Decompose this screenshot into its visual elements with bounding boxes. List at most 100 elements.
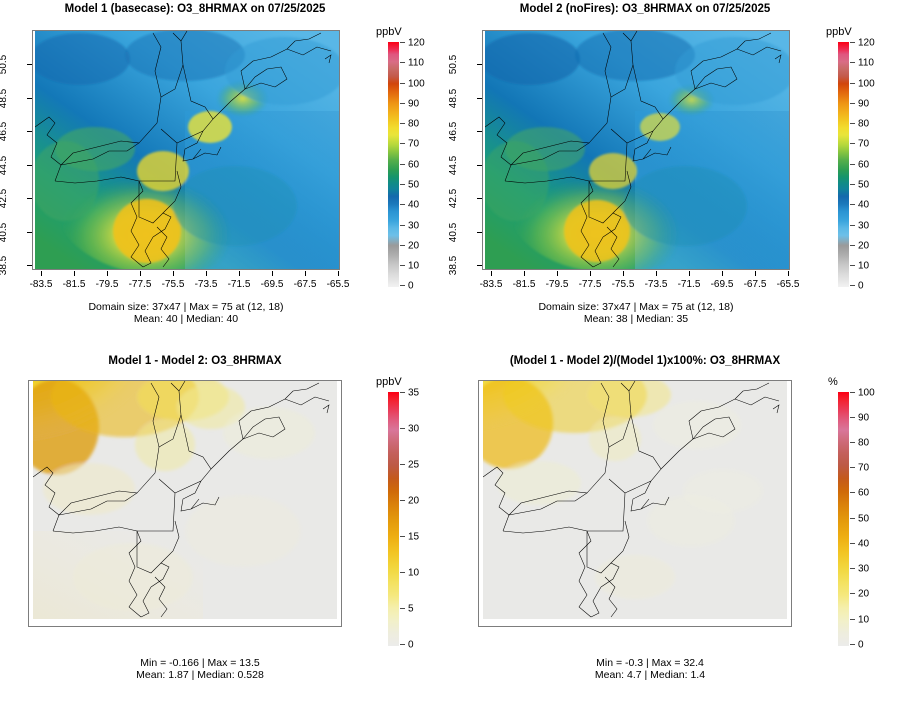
x-tick-label: -71.5 [677, 279, 701, 290]
colorbar-tick-label: 60 [858, 159, 870, 171]
colorbar-tick-label: 0 [408, 280, 414, 292]
panel-caption-line1: Domain size: 37x47 | Max = 75 at (12, 18… [88, 301, 284, 313]
colorbar-tick-label: 120 [858, 37, 875, 49]
colorbar-gradient [388, 42, 399, 287]
colorbar-tick-label: 0 [858, 639, 864, 651]
panel-caption-line2: Mean: 40 | Median: 40 [133, 313, 239, 325]
colorbar-tick-label: 50 [858, 179, 870, 191]
colorbar-tick-label: 70 [858, 462, 870, 474]
colorbar-tick-label: 80 [858, 437, 870, 449]
x-tick-label: -77.5 [128, 279, 152, 290]
colorbar-tick-label: 35 [408, 387, 420, 399]
colorbar-tick-label: 60 [858, 487, 870, 499]
map-plot-area [28, 380, 342, 627]
colorbar-tick-label: 110 [408, 57, 424, 69]
colorbar-tick-label: 80 [408, 118, 420, 130]
colorbar-tick-label: 50 [858, 513, 870, 525]
colorbar-tick-label: 0 [408, 639, 414, 651]
colorbar-tick-label: 100 [858, 78, 875, 90]
y-tick-label: 48.5 [0, 88, 10, 109]
panel-model1: Model 1 (basecase): O3_8HRMAX on 07/25/2… [0, 0, 450, 350]
raster-layer [33, 381, 337, 619]
colorbar-tick-label: 100 [858, 387, 875, 399]
y-tick-label: 44.5 [448, 155, 460, 176]
colorbar-tick-label: 25 [408, 459, 420, 471]
x-tick-label: -75.5 [161, 279, 185, 290]
colorbar-tick-label: 60 [408, 159, 420, 171]
x-tick-label: -69.5 [260, 279, 284, 290]
coastline-overlay [485, 31, 782, 268]
colorbar-tick-label: 10 [858, 614, 870, 626]
colorbar-gradient [838, 42, 849, 287]
x-tick-label: -73.5 [194, 279, 218, 290]
colorbar-units: ppbV [376, 26, 402, 38]
colorbar-tick-label: 110 [858, 57, 874, 69]
x-tick-label: -67.5 [743, 279, 767, 290]
x-tick-label: -75.5 [611, 279, 635, 290]
panel-caption-line1: Min = -0.3 | Max = 32.4 [596, 657, 704, 669]
difference-raster [33, 381, 337, 619]
y-tick-label: 38.5 [0, 255, 10, 276]
map-plot-area [478, 380, 792, 627]
x-tick-label: -79.5 [545, 279, 569, 290]
colorbar-units: ppbV [826, 26, 852, 38]
raster-layer [35, 31, 339, 269]
colorbar-gradient [388, 392, 399, 646]
y-tick-label: 44.5 [0, 155, 10, 176]
colorbar-units: ppbV [376, 376, 402, 388]
map-plot-area [482, 30, 790, 270]
colorbar-tick-label: 40 [408, 199, 420, 211]
y-tick-label: 46.5 [448, 121, 460, 142]
x-tick-label: -81.5 [512, 279, 536, 290]
colorbar-tick-label: 30 [408, 220, 420, 232]
panel-caption-line2: Mean: 4.7 | Median: 1.4 [594, 669, 706, 681]
colorbar-tick-label: 90 [858, 98, 870, 110]
x-tick-label: -83.5 [479, 279, 503, 290]
y-tick-label: 46.5 [0, 121, 10, 142]
y-tick-label: 50.5 [448, 54, 460, 75]
x-tick-label: -69.5 [710, 279, 734, 290]
colorbar-tick-label: 20 [858, 588, 870, 600]
x-tick-label: -77.5 [578, 279, 602, 290]
colorbar-tick-label: 100 [408, 78, 425, 90]
colorbar-tick-label: 20 [858, 240, 870, 252]
x-tick-label: -65.5 [776, 279, 800, 290]
panel-title: Model 1 - Model 2: O3_8HRMAX [108, 355, 282, 367]
colorbar-tick-label: 50 [408, 179, 420, 191]
colorbar-tick-label: 10 [408, 567, 420, 579]
raster-layer [483, 381, 787, 619]
colorbar-tick-label: 0 [858, 280, 864, 292]
x-tick-label: -83.5 [29, 279, 53, 290]
colorbar-model1: ppbV 0 10 20 30 40 50 [376, 26, 446, 292]
colorbar-tick-label: 80 [858, 118, 870, 130]
y-tick-label: 38.5 [448, 255, 460, 276]
panel-caption-line1: Domain size: 37x47 | Max = 75 at (12, 18… [538, 301, 734, 313]
x-tick-label: -67.5 [293, 279, 317, 290]
x-tick-label: -71.5 [227, 279, 251, 290]
colorbar-difference: ppbV 0 5 10 15 20 25 30 35 [376, 376, 446, 651]
colorbar-tick-label: 90 [858, 412, 870, 424]
y-tick-label: 42.5 [448, 188, 460, 209]
colorbar-tick-label: 15 [408, 531, 420, 543]
panel-caption-line1: Min = -0.166 | Max = 13.5 [140, 657, 260, 669]
panel-title: (Model 1 - Model 2)/(Model 1)x100%: O3_8… [509, 355, 781, 367]
map-plot-area [32, 30, 340, 270]
panel-model2: Model 2 (noFires): O3_8HRMAX on 07/25/20… [448, 0, 900, 350]
y-tick-label: 42.5 [0, 188, 10, 209]
colorbar-tick-label: 30 [858, 563, 870, 575]
colorbar-tick-label: 20 [408, 240, 420, 252]
colorbar-tick-label: 40 [858, 538, 870, 550]
colorbar-tick-label: 90 [408, 98, 420, 110]
panel-percent-difference: (Model 1 - Model 2)/(Model 1)x100%: O3_8… [450, 350, 900, 706]
panel-difference: Model 1 - Model 2: O3_8HRMAX [0, 350, 450, 706]
coastline-overlay [483, 381, 780, 618]
y-tick-label: 50.5 [0, 54, 10, 75]
colorbar-tick-label: 5 [408, 603, 414, 615]
x-tick-label: -65.5 [326, 279, 350, 290]
x-tick-label: -79.5 [95, 279, 119, 290]
colorbar-units: % [828, 376, 838, 388]
panel-title: Model 1 (basecase): O3_8HRMAX on 07/25/2… [64, 3, 326, 15]
colorbar-tick-label: 70 [858, 138, 870, 150]
colorbar-tick-label: 30 [408, 423, 420, 435]
ozone-raster-model2 [485, 31, 789, 269]
